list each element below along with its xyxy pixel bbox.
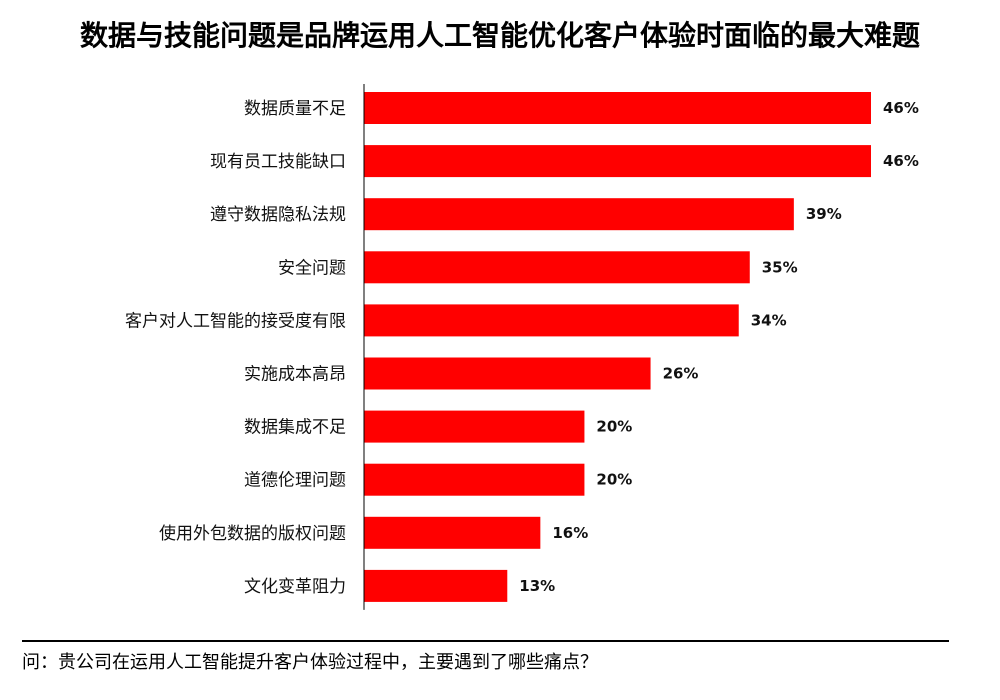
bar-2	[364, 145, 871, 178]
bar-9	[364, 516, 541, 549]
category-label-4: 安全问题	[278, 258, 346, 278]
category-label-6: 实施成本高昂	[244, 365, 346, 385]
bar-4	[364, 251, 750, 284]
category-label-7: 数据集成不足	[244, 418, 346, 438]
value-labels-group: 46% 46% 39% 35% 34% 26% 20% 20% 16% 13%	[519, 99, 919, 595]
value-label-6: 26%	[663, 365, 699, 383]
bar-chart: 数据质量不足现有员工技能缺口遵守数据隐私法规安全问题客户对人工智能的接受度有限实…	[125, 84, 919, 610]
category-label-1: 数据质量不足	[244, 99, 346, 119]
value-label-9: 16%	[552, 524, 588, 542]
bar-3	[364, 198, 794, 231]
value-label-4: 35%	[762, 258, 798, 276]
bar-10	[364, 569, 508, 602]
value-label-7: 20%	[596, 418, 632, 436]
category-label-3: 遵守数据隐私法规	[210, 205, 346, 225]
category-label-5: 客户对人工智能的接受度有限	[125, 311, 346, 331]
category-label-9: 使用外包数据的版权问题	[159, 523, 346, 544]
value-label-2: 46%	[883, 152, 919, 170]
survey-question-note: 问：贵公司在运用人工智能提升客户体验过程中，主要遇到了哪些痛点？	[22, 652, 598, 673]
bar-5	[364, 304, 739, 337]
bar-8	[364, 463, 585, 496]
category-label-10: 文化变革阻力	[244, 577, 346, 597]
category-label-8: 道德伦理问题	[244, 471, 346, 491]
value-label-3: 39%	[806, 205, 842, 223]
value-label-1: 46%	[883, 99, 919, 117]
value-label-8: 20%	[596, 471, 632, 489]
value-label-5: 34%	[751, 311, 787, 329]
bar-7	[364, 410, 585, 443]
chart-title: 数据与技能问题是品牌运用人工智能优化客户体验时面临的最大难题	[79, 19, 920, 52]
bars-group	[364, 92, 871, 602]
bar-6	[364, 357, 651, 390]
footer-divider	[22, 640, 949, 642]
category-labels-group: 数据质量不足现有员工技能缺口遵守数据隐私法规安全问题客户对人工智能的接受度有限实…	[125, 99, 346, 597]
category-label-2: 现有员工技能缺口	[210, 152, 346, 172]
bar-1	[364, 92, 871, 124]
value-label-10: 13%	[519, 577, 555, 595]
